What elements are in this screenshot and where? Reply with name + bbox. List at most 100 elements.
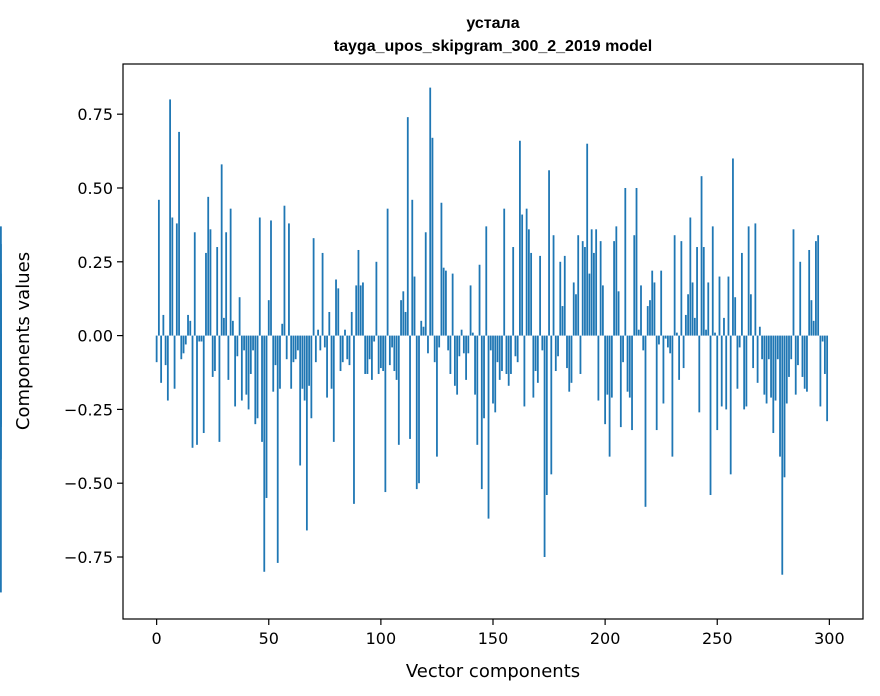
x-axis-label: Vector components [406, 661, 580, 682]
bar-156 [505, 335, 508, 374]
bar-76 [326, 335, 328, 398]
bar-185 [570, 335, 573, 383]
bar-163 [521, 214, 524, 336]
bar-81 [337, 288, 340, 336]
bar-255 [727, 276, 730, 336]
bar-70 [312, 238, 315, 336]
bar-44 [254, 335, 257, 425]
bar-121 [427, 335, 429, 354]
x-tick-label: 50 [259, 629, 279, 648]
bar-169 [534, 335, 537, 372]
bar-268 [756, 335, 759, 383]
bar-8 [173, 335, 176, 389]
y-tick-label: 0.00 [77, 327, 113, 346]
bar-223 [655, 335, 658, 431]
bar-7 [171, 217, 174, 336]
bar-201 [606, 335, 609, 395]
bar-259 [736, 335, 739, 389]
bar-212 [631, 335, 633, 431]
bar-204 [613, 241, 615, 336]
bar-256 [729, 335, 732, 475]
x-tick-label: 200 [590, 629, 621, 648]
bar-203 [610, 335, 613, 398]
bar-295 [817, 235, 820, 336]
bar-6 [169, 99, 171, 336]
bar-35 [234, 335, 237, 407]
x-tick-label: 250 [702, 629, 733, 648]
bar-251 [718, 276, 721, 336]
bar-117 [418, 335, 420, 484]
bar-192 [586, 143, 589, 336]
bar-217 [642, 335, 645, 351]
bar-33 [229, 208, 232, 336]
bar-210 [626, 335, 629, 392]
bar-0 [155, 335, 158, 363]
bar-172 [541, 335, 544, 351]
bar-143 [476, 335, 479, 445]
bar-265 [749, 294, 752, 336]
bar-124 [433, 335, 436, 363]
bar-291 [808, 249, 811, 336]
bar-56 [281, 323, 284, 336]
bar-197 [597, 335, 600, 401]
bar-233 [678, 335, 681, 380]
bar-112 [406, 117, 409, 336]
bar-262 [743, 335, 746, 410]
bar-275 [772, 335, 775, 434]
bar-278 [779, 335, 781, 457]
bar-263 [745, 335, 748, 407]
bar-167 [530, 252, 533, 336]
bar-160 [514, 335, 517, 357]
bar-219 [646, 306, 649, 336]
bar-164 [523, 335, 526, 407]
bar-175 [548, 170, 550, 336]
bar-234 [680, 241, 683, 336]
bar-244 [702, 247, 705, 336]
bar-229 [669, 335, 672, 354]
bar-58 [285, 335, 288, 360]
bar-209 [624, 187, 627, 336]
bar-206 [617, 291, 620, 336]
bar-4 [164, 335, 167, 366]
bar-140 [469, 285, 472, 336]
bar-145 [480, 335, 483, 490]
bar-286 [797, 335, 799, 366]
bar-78 [330, 335, 333, 389]
bar-87 [350, 311, 353, 336]
bar-undefined [0, 323, 2, 336]
bar-82 [339, 335, 342, 372]
bar-249 [714, 332, 716, 336]
chart-subtitle: tayga_upos_skipgram_300_2_2019 model [334, 38, 652, 55]
bar-41 [247, 335, 250, 410]
bar-132 [451, 273, 454, 336]
bar-154 [501, 335, 503, 372]
bar-undefined [0, 300, 2, 336]
bar-170 [536, 335, 539, 383]
y-tick-label: −0.25 [64, 400, 113, 419]
bar-276 [774, 335, 777, 401]
bar-232 [675, 332, 678, 336]
bar-174 [545, 335, 548, 496]
bar-135 [458, 335, 461, 357]
bar-107 [395, 335, 398, 380]
bar-43 [252, 335, 254, 351]
bar-undefined [0, 335, 2, 351]
bar-207 [619, 335, 622, 428]
bar-180 [559, 261, 562, 336]
bar-199 [601, 285, 604, 336]
bar-159 [512, 247, 515, 336]
bar-283 [790, 335, 793, 360]
bar-148 [487, 335, 490, 519]
bar-235 [682, 335, 685, 369]
bar-166 [527, 229, 530, 336]
bar-246 [707, 282, 710, 336]
bar-290 [806, 335, 808, 392]
bar-47 [261, 335, 263, 442]
bar-195 [593, 252, 595, 336]
bar-14 [187, 314, 189, 336]
bar-131 [449, 335, 452, 374]
bar-2 [160, 335, 163, 383]
bar-137 [462, 335, 465, 354]
bar-106 [393, 335, 396, 372]
bar-119 [422, 326, 425, 336]
